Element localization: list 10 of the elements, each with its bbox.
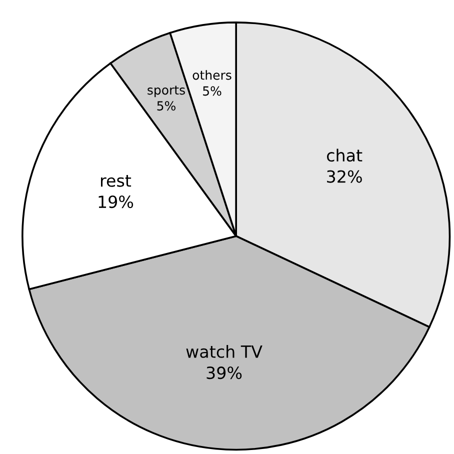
data-label: 19% [98, 195, 134, 208]
slice-label: others [192, 70, 232, 80]
data-label: 5% [203, 86, 222, 96]
data-label: 32% [327, 170, 362, 183]
slice-label: sports [148, 86, 185, 98]
slice-label: watch TV [186, 345, 262, 358]
slice-label: chat [326, 148, 362, 162]
data-label: 5% [157, 101, 176, 111]
data-label: 39% [206, 366, 242, 380]
slice-label: rest [101, 174, 132, 187]
